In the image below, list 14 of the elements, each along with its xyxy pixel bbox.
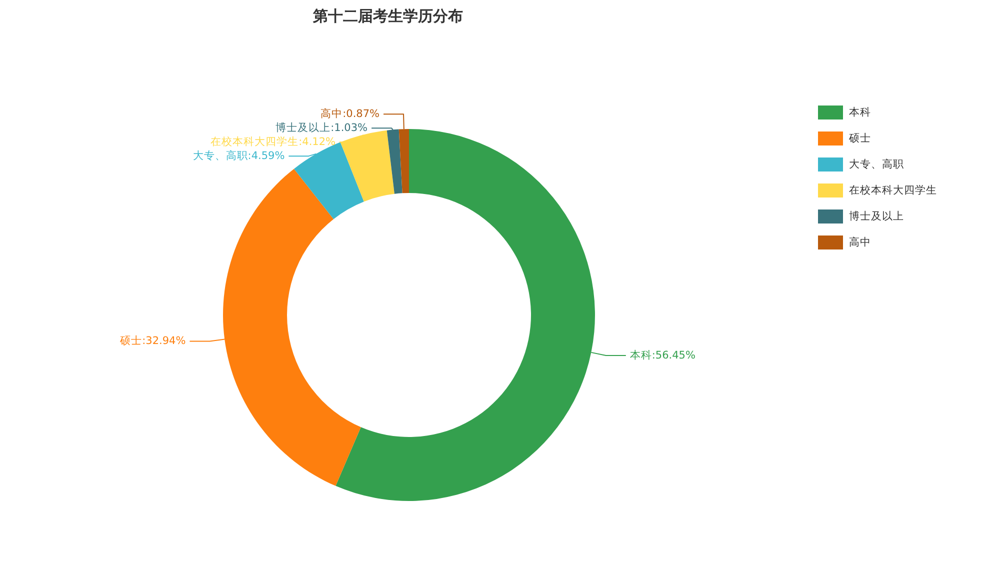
legend-label: 高中 (849, 236, 871, 248)
legend-label: 本科 (849, 106, 871, 118)
legend-label: 大专、高职 (849, 158, 904, 170)
data-label: 高中:0.87% (320, 107, 380, 120)
data-label: 在校本科大四学生:4.12% (210, 135, 336, 148)
legend-label: 硕士 (848, 132, 871, 144)
chart-title: 第十二届考生学历分布 (312, 7, 463, 25)
data-label: 硕士:32.94% (119, 334, 186, 348)
data-label: 本科:56.45% (630, 348, 696, 362)
data-label: 大专、高职:4.59% (192, 149, 285, 162)
legend-label: 博士及以上 (849, 210, 904, 222)
donut-slice (340, 130, 394, 202)
data-label: 博士及以上:1.03% (276, 121, 368, 134)
legend-label: 在校本科大四学生 (849, 184, 937, 196)
